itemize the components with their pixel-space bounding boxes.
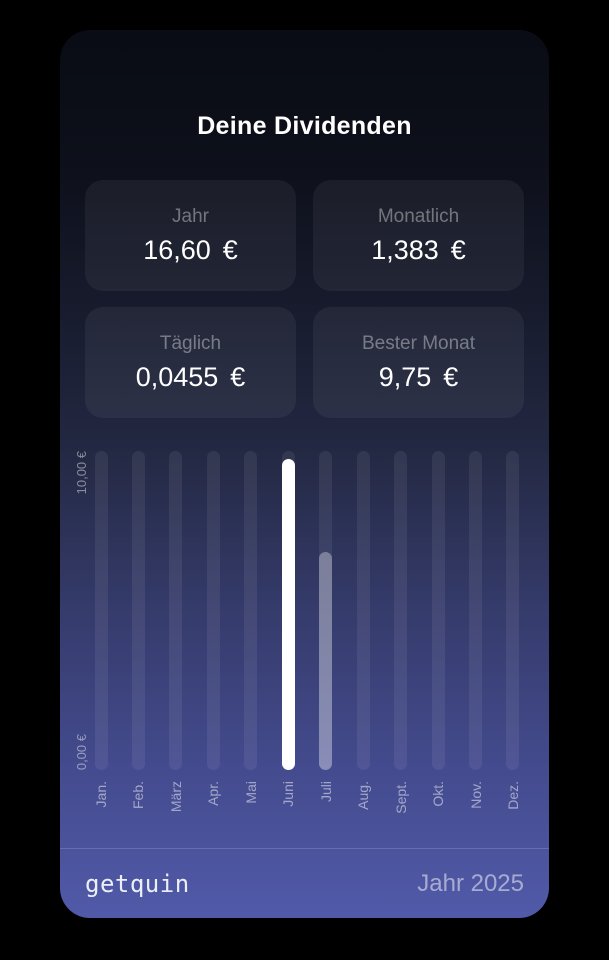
y-axis-max-label: 10,00 € <box>73 451 89 495</box>
bar-track <box>356 451 370 770</box>
month-label: Apr. <box>205 781 222 806</box>
stat-amount: 9,75 <box>378 361 432 392</box>
month-label: März <box>167 781 184 813</box>
month-label: Aug. <box>355 781 372 810</box>
stat-value: 0,0455 € <box>136 362 246 393</box>
month-label: Jan. <box>93 781 109 808</box>
page-title: Deine Dividenden <box>197 112 412 140</box>
stat-amount: 1,383 <box>371 234 439 265</box>
month-label: Dez. <box>504 781 521 810</box>
currency-symbol: € <box>230 361 246 392</box>
period-label: Jahr 2025 <box>417 869 524 897</box>
stat-card-monatlich: Monatlich 1,383 € <box>313 180 524 291</box>
bar-column: März <box>167 451 184 814</box>
bar-fill <box>281 458 295 770</box>
monthly-dividends-bar-chart: 10,00 € 0,00 € Jan. Feb. März Apr. Mai Juni Ju… <box>68 451 521 814</box>
month-label: Sept. <box>392 781 409 814</box>
bar-column: Okt. <box>430 451 447 814</box>
stat-label: Jahr <box>172 205 209 227</box>
getquin-logo: getquin <box>85 869 190 898</box>
bar-track <box>94 451 108 770</box>
month-label: Juni <box>280 781 297 807</box>
bar-track <box>431 451 445 770</box>
bar-column: Sept. <box>392 451 409 814</box>
stat-value: 9,75 € <box>379 362 459 393</box>
bar-track <box>394 451 408 770</box>
bar-column: Apr. <box>205 451 222 814</box>
stat-card-taeglich: Täglich 0,0455 € <box>85 307 296 418</box>
month-label: Okt. <box>430 781 447 807</box>
currency-symbol: € <box>443 361 459 392</box>
bar-track <box>244 451 258 770</box>
bar-track <box>281 451 295 770</box>
stat-card-bester-monat: Bester Monat 9,75 € <box>313 307 524 418</box>
bar-column: Mai <box>242 451 259 814</box>
stats-grid: Jahr 16,60 € Monatlich 1,383 € Täglich 0… <box>85 180 524 418</box>
bars-area: Jan. Feb. März Apr. Mai Juni Juli Aug. Sept. Okt.… <box>93 451 521 814</box>
y-axis-min-label: 0,00 € <box>73 733 89 770</box>
stat-amount: 0,0455 <box>135 361 219 392</box>
bar-column: Feb. <box>130 451 147 814</box>
bar-column: Dez. <box>504 451 521 814</box>
month-label: Mai <box>242 781 259 804</box>
bar-fill <box>319 551 333 770</box>
y-axis: 10,00 € 0,00 € <box>68 451 94 770</box>
dividends-share-card: Deine Dividenden Jahr 16,60 € Monatlich … <box>60 30 549 918</box>
bar-column: Juli <box>317 451 334 814</box>
stat-label: Bester Monat <box>362 332 475 354</box>
bar-column: Nov. <box>467 451 484 814</box>
stat-card-jahr: Jahr 16,60 € <box>85 180 296 291</box>
stat-amount: 16,60 <box>143 234 211 265</box>
stat-value: 16,60 € <box>143 235 238 266</box>
stat-label: Täglich <box>159 332 222 354</box>
month-label: Feb. <box>130 781 147 810</box>
month-label: Nov. <box>467 781 484 809</box>
bar-track <box>131 451 145 770</box>
bar-track <box>319 451 333 770</box>
bar-column: Aug. <box>355 451 372 814</box>
stat-label: Monatlich <box>377 205 460 227</box>
currency-symbol: € <box>450 234 466 265</box>
bar-track <box>469 451 483 770</box>
bar-track <box>506 451 520 770</box>
month-label: Juli <box>317 781 334 803</box>
stat-value: 1,383 € <box>371 235 466 266</box>
bar-track <box>206 451 220 770</box>
bar-column: Jan. <box>93 451 109 814</box>
bar-track <box>169 451 183 770</box>
currency-symbol: € <box>222 234 238 265</box>
card-footer: getquin Jahr 2025 <box>60 848 549 918</box>
bar-column: Juni <box>280 451 297 814</box>
